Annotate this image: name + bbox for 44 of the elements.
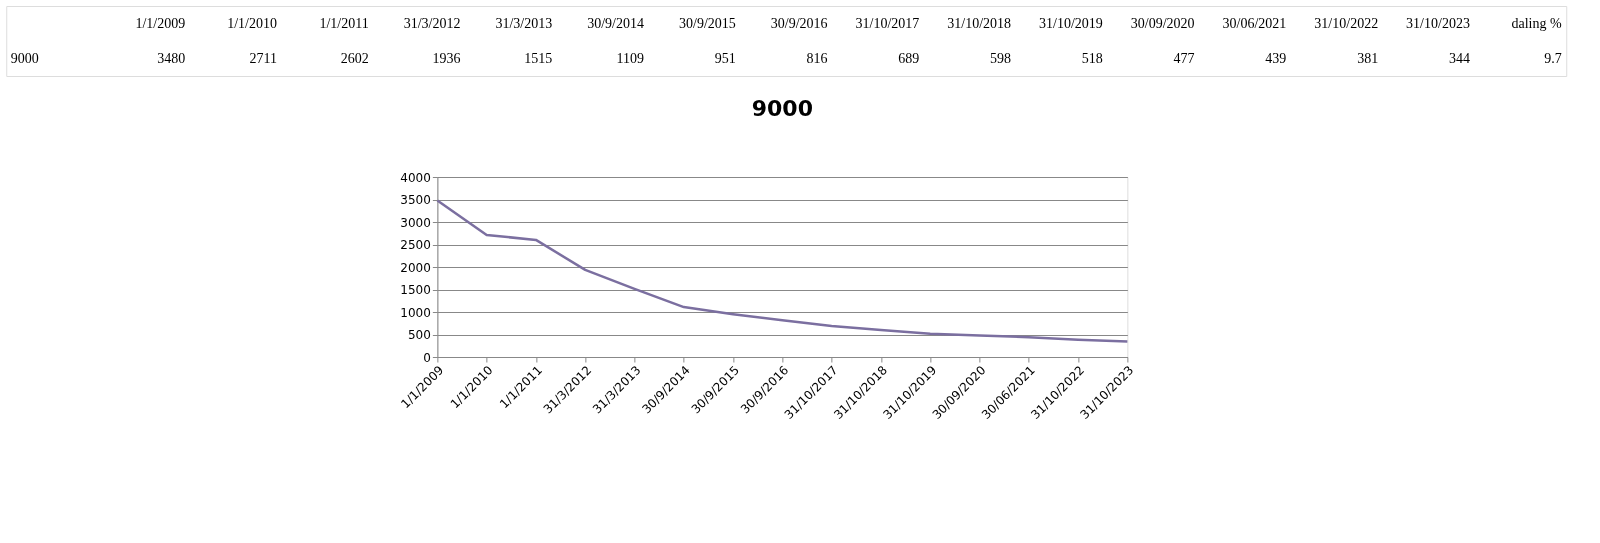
category-label: 30/09/2020 <box>1130 15 1195 31</box>
data-label: 477 <box>1173 50 1195 66</box>
data-label: 2602 <box>340 50 369 66</box>
data-label: 1109 <box>616 50 645 66</box>
y-tick-label: 1500 <box>400 283 431 297</box>
category-label: 31/10/2023 <box>1406 15 1470 31</box>
data-label: 689 <box>898 50 920 66</box>
category-label: 30/9/2016 <box>770 15 828 31</box>
category-label: 31/3/2013 <box>495 15 553 31</box>
y-tick-label: 3000 <box>400 215 431 230</box>
y-tick-label: 4000 <box>400 170 431 185</box>
y-tick-label: 3500 <box>400 193 431 207</box>
category-label: 31/10/2018 <box>947 15 1012 31</box>
category-label: 31/3/2012 <box>403 15 461 31</box>
data-label: 816 <box>806 50 828 66</box>
category-label: 31/10/2022 <box>1314 15 1379 31</box>
category-label: 30/9/2014 <box>587 15 645 31</box>
data-label: 1936 <box>432 50 461 66</box>
y-tick-label: 2000 <box>400 260 431 275</box>
data-label: 3480 <box>157 50 186 66</box>
category-label: 1/1/2011 <box>319 15 369 31</box>
category-label: 1/1/2010 <box>227 15 277 31</box>
data-label: 1515 <box>524 50 553 66</box>
category-label: 1/1/2009 <box>135 15 186 31</box>
text: 9.7 <box>1544 50 1562 66</box>
data-label: 381 <box>1357 50 1379 66</box>
y-tick-label: 1000 <box>400 305 431 320</box>
text: daling % <box>1511 15 1562 31</box>
data-label: 598 <box>990 50 1012 66</box>
data-label: 439 <box>1265 50 1287 66</box>
line-series <box>436 199 1129 343</box>
category-label: 31/10/2019 <box>1039 15 1103 31</box>
chart-title: 9000 <box>751 96 813 121</box>
data-label: 344 <box>1448 50 1470 66</box>
y-tick-label: 2500 <box>400 238 431 252</box>
data-label: 951 <box>714 50 736 66</box>
category-label: 30/06/2021 <box>1222 15 1287 31</box>
y-tick-label: 500 <box>407 328 431 342</box>
y-tick-label: 0 <box>423 350 431 365</box>
data-label: 2711 <box>249 50 277 66</box>
data-label: 518 <box>1081 50 1103 66</box>
category-label: 30/9/2015 <box>679 15 736 31</box>
category-label: 31/10/2017 <box>855 15 920 31</box>
text: 9000 <box>10 50 39 66</box>
